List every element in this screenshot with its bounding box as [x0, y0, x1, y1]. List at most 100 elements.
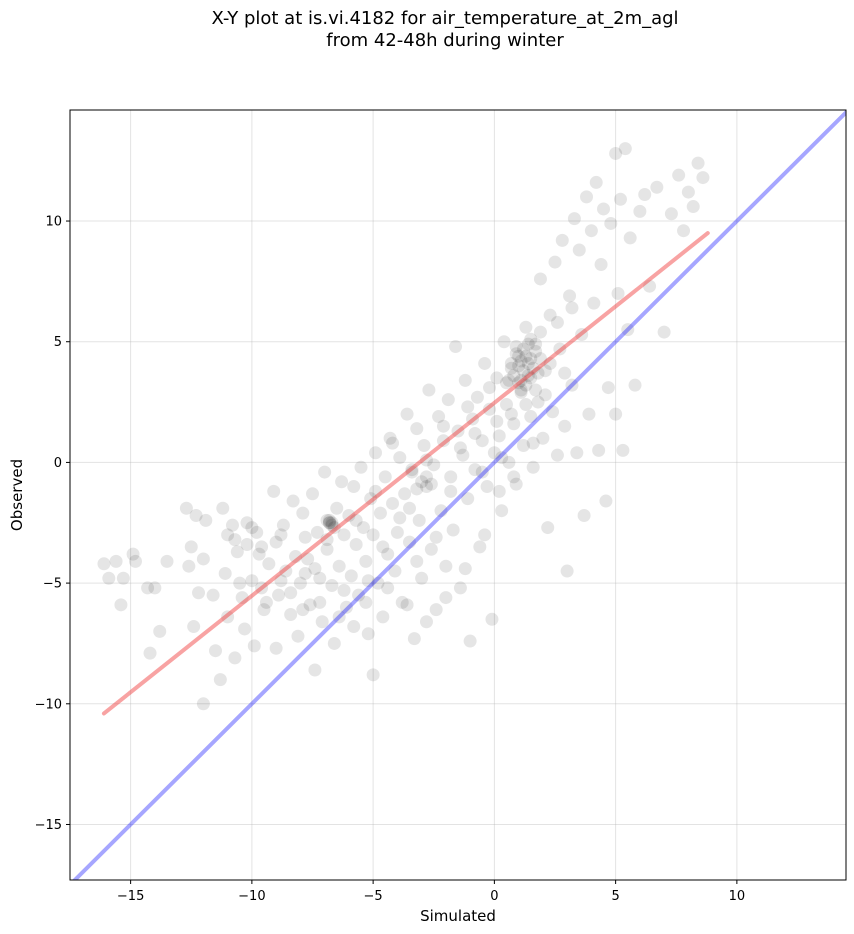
data-point [616, 443, 630, 457]
data-point [240, 516, 254, 530]
data-point [419, 470, 433, 484]
axis-ticks: −15 −10 −5 0 5 10 −15 −10 −5 0 5 10 [35, 215, 746, 904]
data-point [410, 482, 424, 496]
data-point [369, 446, 383, 460]
data-point [238, 622, 252, 636]
data-point [524, 332, 538, 346]
data-point [206, 588, 220, 602]
data-point [427, 458, 441, 472]
data-point [461, 400, 475, 414]
data-point [613, 192, 627, 206]
data-point [436, 419, 450, 433]
data-point [618, 142, 632, 156]
data-point [196, 697, 210, 711]
data-point [487, 446, 501, 460]
data-point [274, 528, 288, 542]
data-point [633, 204, 647, 218]
data-point [349, 537, 363, 551]
data-point [327, 521, 341, 535]
grid [70, 110, 846, 880]
data-point [160, 554, 174, 568]
data-point [386, 436, 400, 450]
data-point [533, 325, 547, 339]
data-point [553, 342, 567, 356]
data-point [524, 410, 538, 424]
data-point [492, 429, 506, 443]
data-point [286, 494, 300, 508]
data-point [504, 361, 518, 375]
data-point [415, 475, 429, 489]
data-point [371, 576, 385, 590]
data-point [507, 470, 521, 484]
data-point [519, 349, 533, 363]
data-point [483, 402, 497, 416]
data-point [376, 540, 390, 554]
data-point [114, 598, 128, 612]
data-point [407, 632, 421, 646]
data-point [289, 550, 303, 564]
data-point [361, 627, 375, 641]
data-point [383, 431, 397, 445]
data-point [301, 552, 315, 566]
data-point [621, 323, 635, 337]
data-point [509, 347, 523, 361]
data-point [400, 407, 414, 421]
data-point [262, 557, 276, 571]
data-point [296, 506, 310, 520]
data-point [322, 513, 336, 527]
data-point [563, 289, 577, 303]
data-point [538, 364, 552, 378]
data-point [594, 257, 608, 271]
data-point [521, 356, 535, 370]
data-point [507, 369, 521, 383]
data-point [102, 571, 116, 585]
data-point [381, 547, 395, 561]
data-point [507, 417, 521, 431]
data-point [303, 598, 317, 612]
x-tick-label: −15 [117, 889, 144, 904]
data-point [410, 422, 424, 436]
data-point [439, 591, 453, 605]
data-point [691, 156, 705, 170]
data-point [390, 525, 404, 539]
data-point [405, 463, 419, 477]
y-tick-label: −15 [35, 818, 62, 833]
data-point [284, 586, 298, 600]
data-point [490, 414, 504, 428]
data-point [439, 559, 453, 573]
data-point [538, 388, 552, 402]
data-point [500, 376, 513, 390]
data-point [446, 523, 460, 537]
regression-line [101, 231, 710, 716]
data-point [386, 496, 400, 510]
data-point [696, 171, 710, 185]
data-point [313, 595, 327, 609]
data-point [250, 525, 264, 539]
data-point [189, 509, 203, 523]
data-point [228, 533, 242, 547]
data-point [664, 207, 678, 221]
data-point [519, 378, 533, 392]
data-point [429, 603, 443, 617]
data-point [332, 559, 346, 573]
y-tick-label: −10 [35, 697, 62, 712]
data-point [575, 327, 589, 341]
data-point [320, 513, 334, 527]
data-point [514, 373, 528, 387]
data-point [366, 528, 380, 542]
data-point [533, 272, 547, 286]
data-point [529, 344, 543, 358]
data-point [519, 320, 533, 334]
data-point [444, 470, 458, 484]
data-point [381, 581, 395, 595]
data-point [235, 591, 249, 605]
chart-title: X-Y plot at is.vi.4182 for air_temperatu… [0, 8, 854, 52]
data-point [458, 562, 472, 576]
data-point [332, 610, 346, 624]
data-point [412, 513, 426, 527]
data-point [293, 576, 307, 590]
data-point [361, 574, 375, 588]
data-point [504, 356, 518, 370]
data-point [628, 378, 642, 392]
data-point [327, 636, 341, 650]
